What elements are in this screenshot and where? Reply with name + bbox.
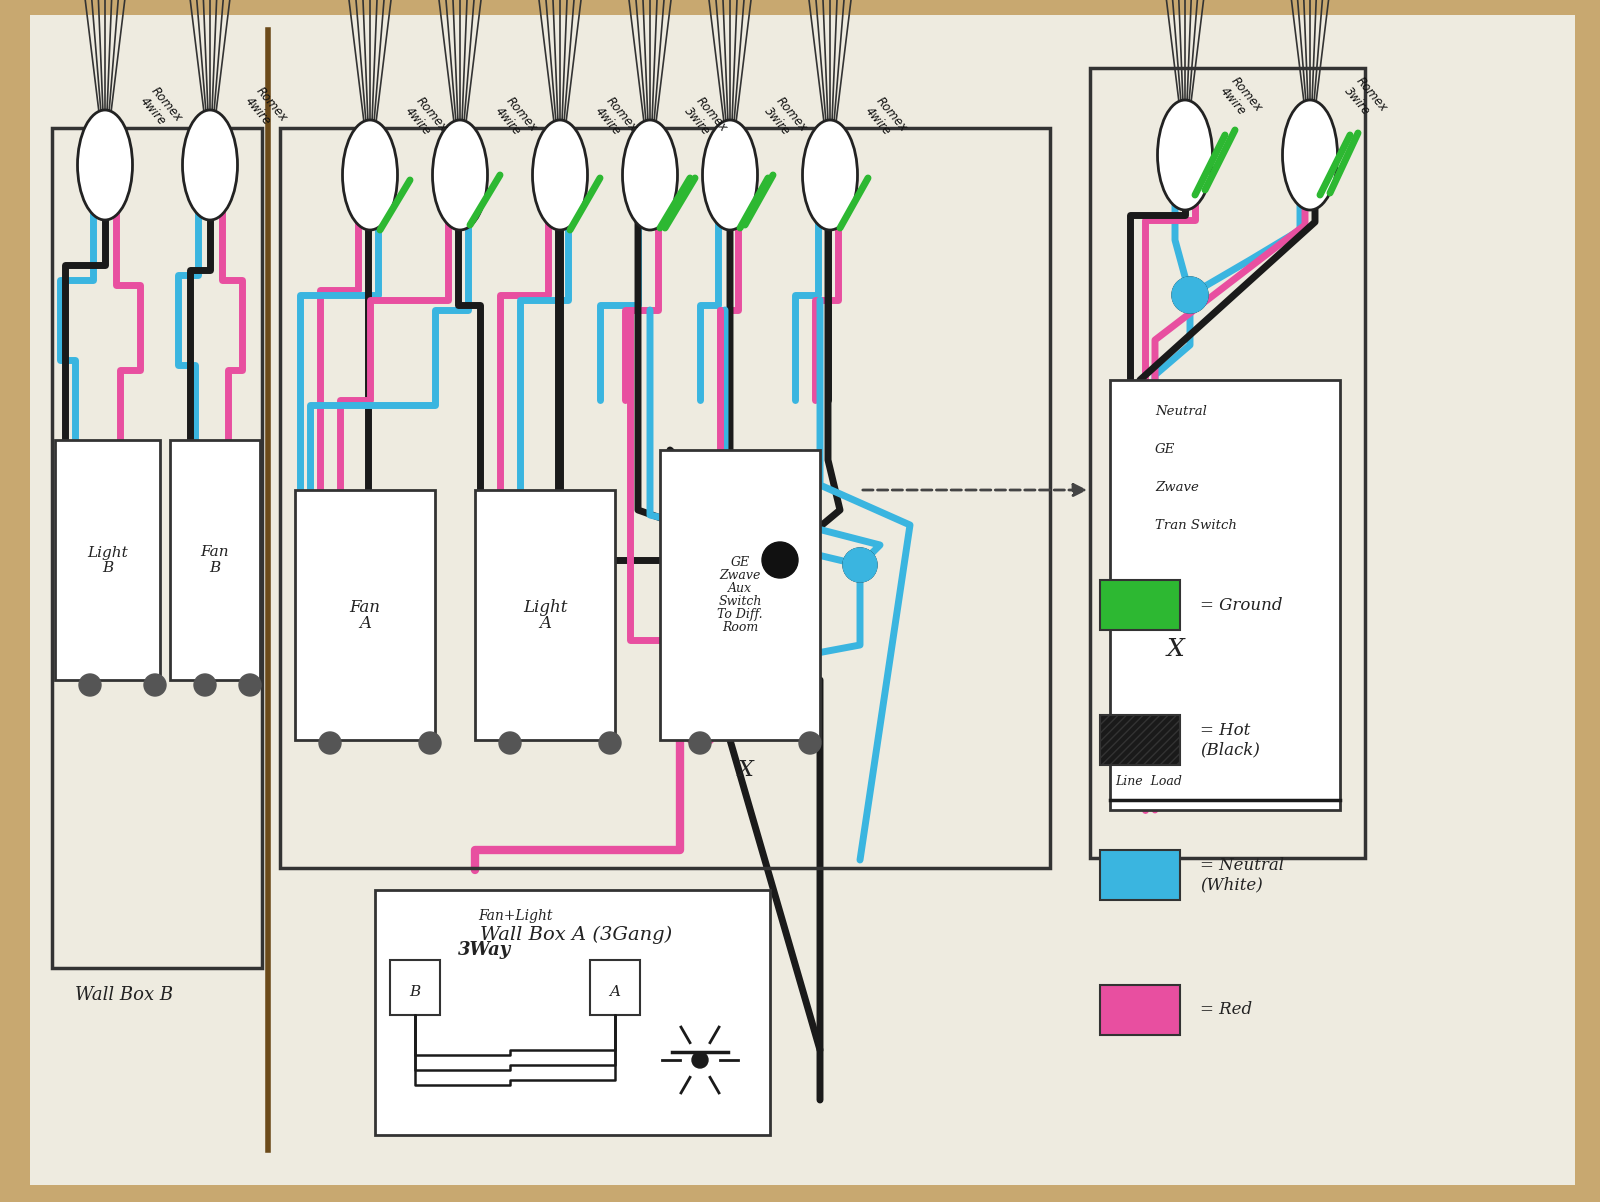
Text: GE: GE bbox=[731, 557, 749, 569]
Bar bbox=[661, 450, 819, 740]
Circle shape bbox=[1174, 280, 1205, 310]
Bar bbox=[1101, 984, 1181, 1035]
Text: B: B bbox=[102, 560, 114, 575]
Ellipse shape bbox=[342, 120, 397, 230]
Text: Romex
4wire: Romex 4wire bbox=[493, 95, 539, 144]
Circle shape bbox=[798, 732, 821, 754]
Circle shape bbox=[845, 551, 875, 581]
Circle shape bbox=[598, 732, 621, 754]
Text: Tran Switch: Tran Switch bbox=[1155, 519, 1237, 532]
Text: = Red: = Red bbox=[1200, 1001, 1253, 1018]
Text: B: B bbox=[210, 560, 221, 575]
Circle shape bbox=[144, 674, 166, 696]
Bar bbox=[170, 440, 259, 680]
Text: Aux: Aux bbox=[728, 582, 752, 595]
Ellipse shape bbox=[533, 120, 587, 230]
Text: X: X bbox=[1166, 638, 1184, 661]
Circle shape bbox=[690, 732, 710, 754]
Text: Zwave: Zwave bbox=[720, 569, 760, 582]
Text: Switch: Switch bbox=[718, 595, 762, 608]
Bar bbox=[390, 960, 440, 1014]
Bar bbox=[1110, 380, 1341, 810]
Text: Romex
4wire: Romex 4wire bbox=[1218, 75, 1266, 125]
Text: Romex
4wire: Romex 4wire bbox=[592, 95, 640, 144]
Ellipse shape bbox=[622, 120, 677, 230]
Text: Light: Light bbox=[86, 546, 128, 559]
Circle shape bbox=[194, 674, 216, 696]
Text: Romex
4wire: Romex 4wire bbox=[862, 95, 910, 144]
Bar bbox=[294, 490, 435, 740]
Bar bbox=[1101, 850, 1181, 900]
Circle shape bbox=[238, 674, 261, 696]
Text: Line  Load: Line Load bbox=[1115, 775, 1182, 789]
Circle shape bbox=[691, 1052, 707, 1069]
Bar bbox=[475, 490, 614, 740]
Text: Romex
4wire: Romex 4wire bbox=[138, 85, 186, 135]
Ellipse shape bbox=[702, 120, 757, 230]
Ellipse shape bbox=[77, 111, 133, 220]
Text: Neutral: Neutral bbox=[1155, 405, 1206, 418]
Circle shape bbox=[843, 548, 877, 582]
Text: Romex
4wire: Romex 4wire bbox=[402, 95, 450, 144]
Circle shape bbox=[78, 674, 101, 696]
Bar bbox=[54, 440, 160, 680]
Text: Romex
3wire: Romex 3wire bbox=[682, 95, 730, 144]
Bar bbox=[51, 127, 262, 968]
Ellipse shape bbox=[1157, 100, 1213, 210]
Text: Wall Box B: Wall Box B bbox=[75, 986, 173, 1004]
Circle shape bbox=[1171, 276, 1208, 313]
Circle shape bbox=[762, 542, 798, 578]
Text: X: X bbox=[738, 758, 754, 781]
Ellipse shape bbox=[1283, 100, 1338, 210]
Ellipse shape bbox=[432, 120, 488, 230]
Text: A: A bbox=[539, 614, 550, 631]
Text: Fan: Fan bbox=[200, 546, 229, 559]
Text: = Ground: = Ground bbox=[1200, 596, 1283, 613]
Text: Zwave: Zwave bbox=[1155, 481, 1198, 494]
Ellipse shape bbox=[182, 111, 237, 220]
Bar bbox=[1101, 581, 1181, 630]
Text: Light: Light bbox=[523, 599, 566, 615]
Text: To Diff.: To Diff. bbox=[717, 608, 763, 621]
Text: A: A bbox=[610, 984, 621, 999]
Text: B: B bbox=[410, 984, 421, 999]
Bar bbox=[590, 960, 640, 1014]
Text: Romex
3wire: Romex 3wire bbox=[762, 95, 810, 144]
Text: Fan+Light: Fan+Light bbox=[478, 909, 552, 923]
Bar bbox=[1101, 715, 1181, 764]
Ellipse shape bbox=[803, 120, 858, 230]
Circle shape bbox=[1171, 276, 1208, 313]
Circle shape bbox=[499, 732, 522, 754]
Text: Romex
4wire: Romex 4wire bbox=[242, 85, 290, 135]
Text: = Hot
(Black): = Hot (Black) bbox=[1200, 721, 1259, 758]
Circle shape bbox=[843, 548, 877, 582]
Text: Fan: Fan bbox=[349, 599, 381, 615]
Text: A: A bbox=[358, 614, 371, 631]
Text: Wall Box A (3Gang): Wall Box A (3Gang) bbox=[480, 926, 672, 944]
Text: Romex
3wire: Romex 3wire bbox=[1342, 75, 1390, 125]
Bar bbox=[1090, 69, 1365, 858]
Circle shape bbox=[318, 732, 341, 754]
Bar bbox=[374, 889, 770, 1135]
Bar bbox=[280, 127, 1050, 868]
Text: Room: Room bbox=[722, 621, 758, 633]
Text: GE: GE bbox=[1155, 444, 1176, 456]
Text: = Neutral
(White): = Neutral (White) bbox=[1200, 857, 1285, 893]
Text: 3Way: 3Way bbox=[458, 941, 512, 959]
Circle shape bbox=[419, 732, 442, 754]
